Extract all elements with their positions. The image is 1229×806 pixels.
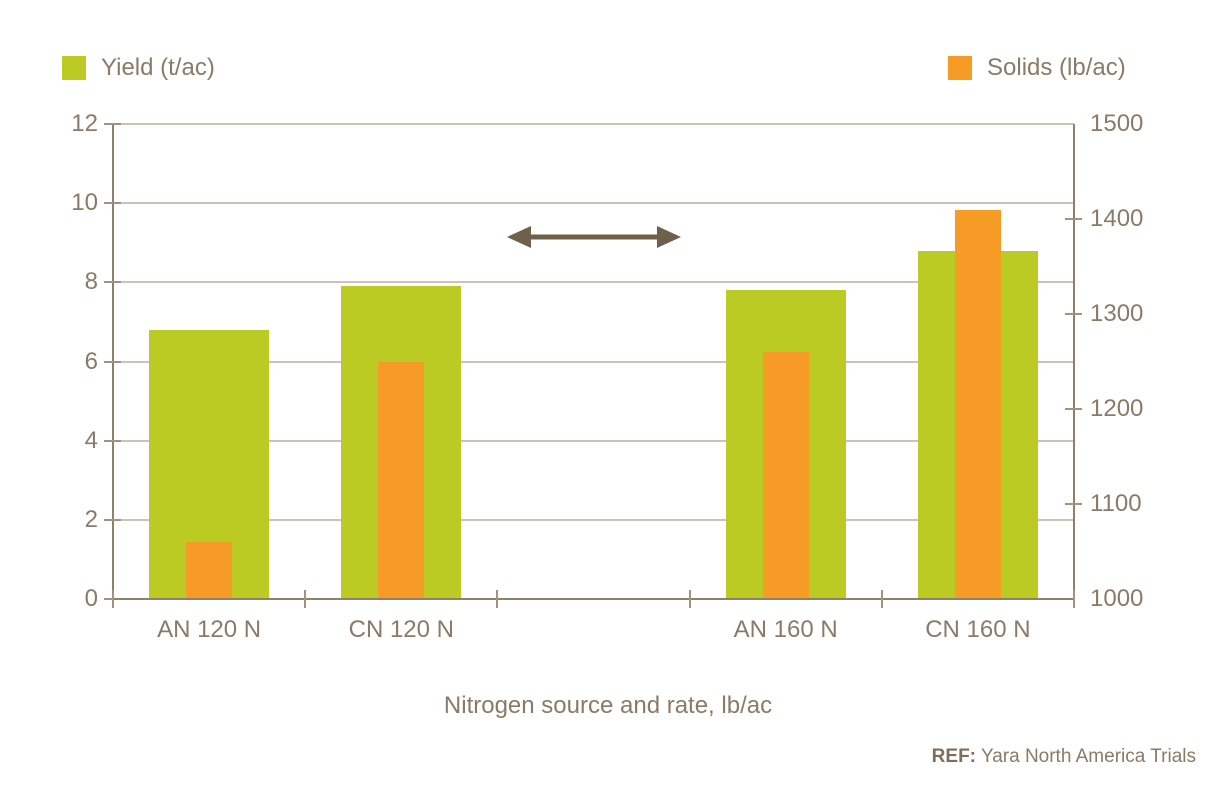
- left-axis-tick: [104, 360, 121, 363]
- x-axis-tick: [304, 590, 307, 608]
- right-axis-tick: [1065, 503, 1082, 505]
- left-axis-tick-label: 12: [71, 110, 98, 137]
- yield-swatch-icon: [62, 56, 86, 80]
- solids-swatch-icon: [948, 56, 972, 80]
- bar-solids: [186, 542, 233, 599]
- x-axis-tick: [112, 590, 114, 608]
- x-axis-tick: [1073, 590, 1075, 608]
- right-axis-line: [1073, 124, 1075, 601]
- right-axis-tick-label: 1400: [1090, 205, 1144, 232]
- gridline: [113, 439, 1074, 442]
- x-axis-tick: [688, 590, 691, 608]
- category-label: CN 160 N: [925, 616, 1031, 643]
- legend-solids: Solids (lb/ac): [948, 54, 1126, 82]
- left-axis-tick: [104, 281, 121, 284]
- left-axis-tick-label: 8: [84, 268, 98, 296]
- x-axis-baseline: [113, 598, 1074, 600]
- category-label: AN 120 N: [157, 616, 262, 643]
- legend-solids-label: Solids (lb/ac): [987, 54, 1126, 81]
- right-axis-tick-label: 1100: [1090, 490, 1142, 517]
- ref-text: Yara North America Trials: [980, 746, 1196, 767]
- left-axis-tick-label: 0: [84, 585, 98, 612]
- right-axis-tick: [1065, 313, 1082, 315]
- gridline: [113, 518, 1074, 521]
- left-axis-tick-label: 2: [84, 505, 98, 533]
- left-axis-tick-label: 6: [84, 347, 98, 375]
- x-axis-tick: [496, 590, 499, 608]
- reference-note: REF: Yara North America Trials: [932, 746, 1196, 768]
- right-axis-tick-label: 1300: [1090, 300, 1144, 327]
- left-axis-line: [112, 124, 114, 601]
- gridline: [113, 360, 1074, 363]
- bar-solids: [954, 209, 1001, 599]
- gridline: [113, 281, 1074, 284]
- bar-solids: [762, 352, 809, 599]
- ref-label: REF:: [931, 746, 976, 767]
- gridline: [113, 202, 1074, 205]
- legend-yield-label: Yield (t/ac): [101, 54, 215, 81]
- double-arrow-icon: [506, 225, 681, 248]
- left-axis-tick: [104, 518, 121, 521]
- category-label: CN 120 N: [348, 616, 454, 643]
- double-arrow-annotation: [504, 221, 684, 253]
- legend-yield: Yield (t/ac): [62, 54, 215, 82]
- left-axis-tick: [104, 202, 121, 205]
- left-axis-tick: [104, 123, 121, 125]
- left-axis-tick-label: 4: [84, 426, 98, 454]
- gridline: [113, 123, 1074, 125]
- bar-solids: [378, 361, 425, 599]
- x-axis-tick: [880, 590, 883, 608]
- right-axis-tick: [1065, 218, 1082, 220]
- left-axis-tick: [104, 439, 121, 442]
- right-axis-tick-label: 1200: [1090, 395, 1144, 422]
- category-label: AN 160 N: [733, 616, 838, 643]
- right-axis-tick-label: 1500: [1090, 110, 1144, 137]
- right-axis-tick: [1065, 408, 1082, 410]
- right-axis-tick-label: 1000: [1090, 585, 1144, 612]
- left-axis-tick-label: 10: [71, 189, 98, 217]
- x-axis-title: Nitrogen source and rate, lb/ac: [443, 692, 773, 719]
